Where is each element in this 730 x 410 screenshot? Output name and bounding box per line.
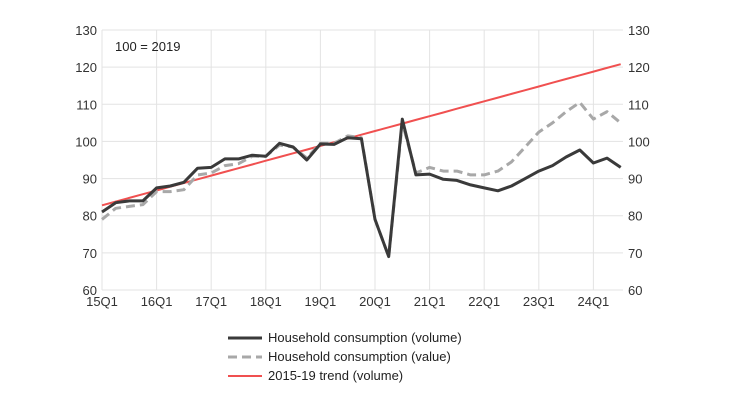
- y-tick-label-right: 80: [628, 209, 642, 224]
- x-tick-label: 19Q1: [304, 294, 336, 309]
- y-tick-label-left: 90: [83, 172, 97, 187]
- base-year-note: 100 = 2019: [115, 39, 180, 54]
- x-tick-label: 16Q1: [141, 294, 173, 309]
- x-tick-label: 22Q1: [468, 294, 500, 309]
- y-tick-label-left: 100: [75, 134, 97, 149]
- x-tick-label: 18Q1: [250, 294, 282, 309]
- y-tick-label-left: 110: [76, 97, 97, 112]
- legend-label: Household consumption (value): [268, 349, 451, 364]
- series-line-volume: [101, 117, 622, 259]
- gridlines: [101, 29, 623, 291]
- series-lines: [101, 63, 622, 259]
- y-tick-label-left: 130: [75, 23, 97, 38]
- legend-label: Household consumption (volume): [268, 330, 462, 345]
- x-tick-label: 15Q1: [86, 294, 118, 309]
- legend: Household consumption (volume) Household …: [228, 330, 462, 383]
- series-line-trend: [101, 63, 621, 207]
- legend-label: 2015-19 trend (volume): [268, 368, 403, 383]
- y-tick-label-right: 120: [628, 60, 650, 75]
- x-tick-label: 21Q1: [414, 294, 446, 309]
- y-tick-label-left: 120: [75, 60, 97, 75]
- y-tick-label-right: 90: [628, 172, 642, 187]
- y-tick-label-left: 80: [83, 209, 97, 224]
- x-tick-label: 24Q1: [577, 294, 609, 309]
- y-tick-label-right: 100: [628, 134, 650, 149]
- x-tick-label: 20Q1: [359, 294, 391, 309]
- x-axis: 15Q1 16Q1 17Q1 18Q1 19Q1 20Q1 21Q1 22Q1 23Q1 24Q1: [86, 294, 609, 309]
- y-tick-label-left: 60: [83, 283, 97, 298]
- y-tick-label-left: 70: [83, 246, 97, 261]
- y-tick-label-right: 60: [628, 283, 642, 298]
- y-axis-right: 60 70 80 90 100 110 120 130: [628, 23, 650, 298]
- x-tick-label: 23Q1: [523, 294, 555, 309]
- series-line-value: [101, 100, 622, 259]
- y-tick-label-right: 70: [628, 246, 642, 261]
- x-tick-label: 17Q1: [195, 294, 227, 309]
- y-tick-label-right: 130: [628, 23, 650, 38]
- y-axis-left: 60 70 80 90 100 110 120 130: [75, 23, 97, 298]
- y-tick-label-right: 110: [628, 97, 649, 112]
